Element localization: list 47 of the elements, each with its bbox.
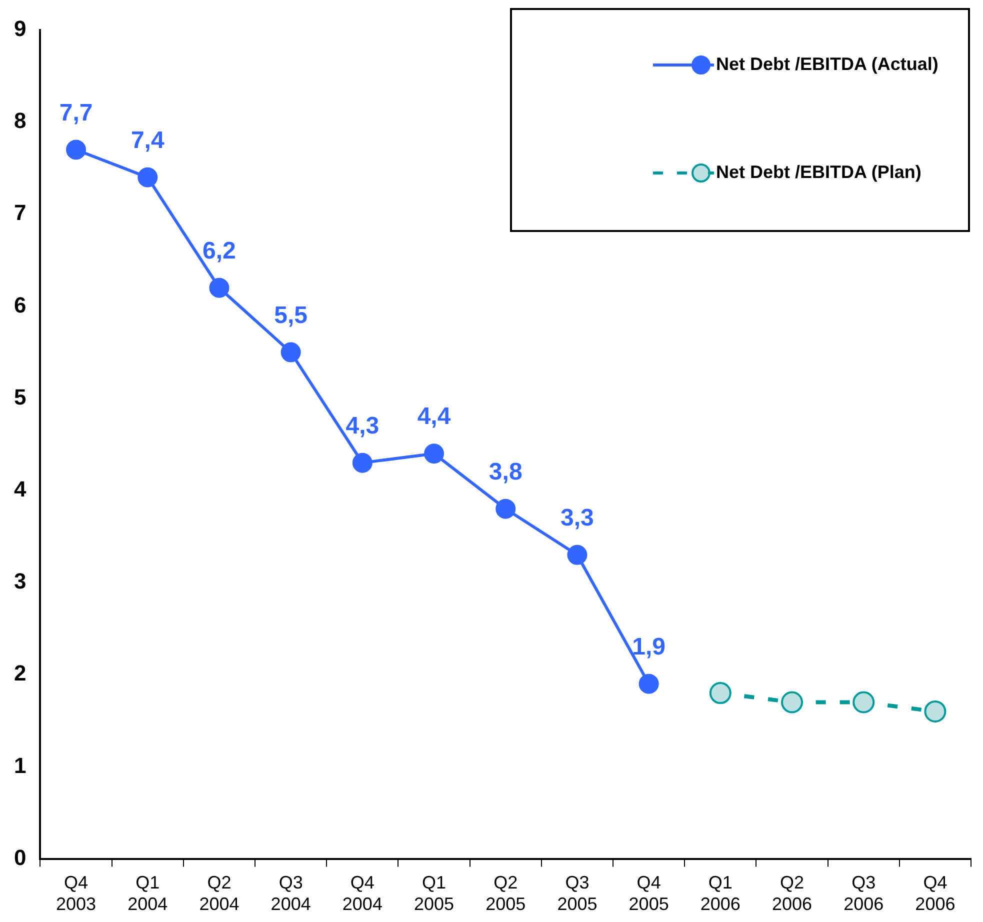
point bbox=[424, 444, 444, 464]
y-tick-label: 6 bbox=[14, 292, 26, 318]
y-tick-label: 4 bbox=[14, 476, 27, 502]
y-tick-label: 0 bbox=[14, 844, 26, 870]
legend-label: Net Debt /EBITDA (Actual) bbox=[716, 54, 938, 74]
data-label: 7,7 bbox=[59, 99, 93, 126]
point bbox=[66, 140, 86, 160]
data-label: 1,9 bbox=[632, 633, 666, 660]
data-label: 6,2 bbox=[202, 237, 236, 264]
y-tick-label: 3 bbox=[14, 568, 26, 594]
point bbox=[209, 278, 230, 298]
y-tick-label: 9 bbox=[14, 16, 26, 42]
data-label: 3,3 bbox=[560, 504, 594, 532]
point bbox=[496, 498, 516, 519]
point bbox=[852, 691, 875, 714]
x-tick-label: Q3 2006 bbox=[844, 872, 884, 914]
data-label: 5,5 bbox=[274, 302, 308, 329]
data-label: 4,3 bbox=[346, 412, 380, 440]
point bbox=[924, 700, 946, 722]
y-tick-label: 1 bbox=[14, 752, 26, 778]
point bbox=[709, 682, 732, 704]
x-tick-label: Q3 2004 bbox=[270, 872, 311, 914]
point bbox=[280, 342, 301, 362]
x-tick-label: Q1 2004 bbox=[128, 872, 168, 914]
point bbox=[638, 674, 659, 694]
x-tick-label: Q2 2004 bbox=[199, 872, 240, 914]
x-tick-label: Q4 2006 bbox=[915, 872, 956, 914]
data-label: 7,4 bbox=[130, 126, 165, 154]
point bbox=[352, 452, 372, 473]
x-tick-label: Q4 2005 bbox=[628, 872, 669, 914]
x-tick-label: Q2 2006 bbox=[772, 872, 812, 914]
data-label: 3,8 bbox=[488, 458, 522, 486]
point bbox=[567, 544, 588, 565]
x-tick-label: Q4 2004 bbox=[342, 872, 382, 914]
y-tick-label: 8 bbox=[14, 108, 26, 134]
data-label: 4,4 bbox=[417, 403, 452, 430]
x-tick-label: Q4 2003 bbox=[56, 872, 96, 914]
x-tick-label: Q2 2005 bbox=[486, 872, 526, 914]
legend-label: Net Debt /EBITDA (Plan) bbox=[716, 162, 922, 182]
x-tick-label: Q1 2006 bbox=[700, 872, 740, 914]
point bbox=[138, 167, 158, 188]
x-tick-label: Q3 2005 bbox=[557, 872, 598, 914]
y-tick-label: 7 bbox=[14, 200, 26, 226]
x-tick-label: Q1 2005 bbox=[414, 872, 454, 914]
y-tick-label: 2 bbox=[14, 660, 26, 686]
y-tick-label: 5 bbox=[14, 384, 26, 410]
point bbox=[781, 691, 804, 714]
